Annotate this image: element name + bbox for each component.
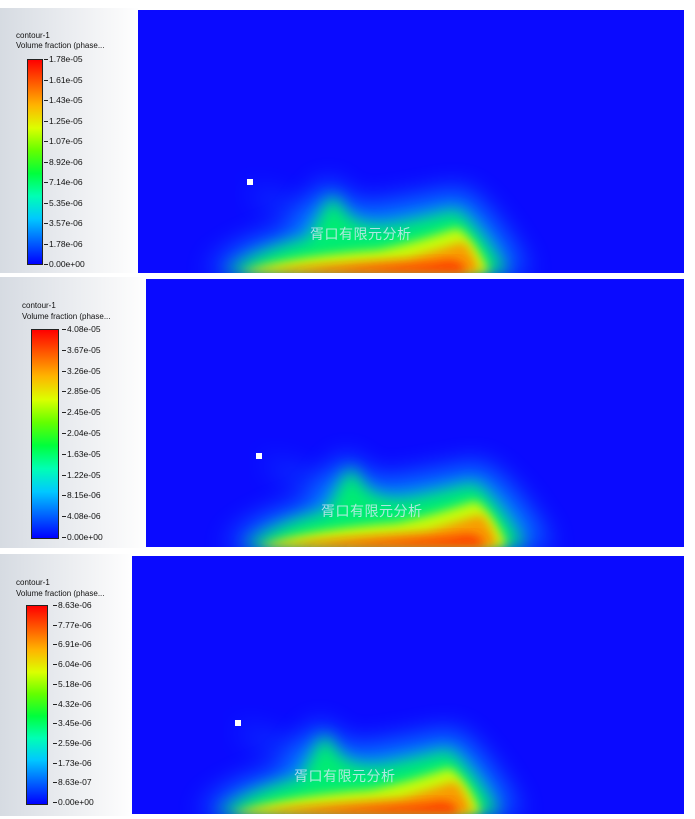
legend-area xyxy=(0,8,140,273)
colorbar-tick-label: 3.26e-05 xyxy=(62,365,101,376)
legend-variable: Volume fraction (phase... xyxy=(16,41,105,50)
watermark: 胥口有限元分析 xyxy=(321,504,423,520)
colorbar-tick-label: 7.14e-06 xyxy=(44,177,83,187)
contour-name: contour-1 xyxy=(16,31,50,40)
contour-name: contour-1 xyxy=(22,301,56,310)
colorbar-tick-label: 8.63e-07 xyxy=(53,777,92,788)
volume-fraction-field xyxy=(226,457,551,547)
contour-plot[interactable]: 胥口有限元分析 xyxy=(146,279,684,547)
colorbar-tick-label: 7.77e-06 xyxy=(53,619,92,630)
contour-name: contour-1 xyxy=(16,578,50,587)
colorbar-tick-label: 8.15e-06 xyxy=(62,490,101,501)
colorbar-tick-label: 6.04e-06 xyxy=(53,659,92,670)
contour-plot[interactable]: 胥口有限元分析 xyxy=(138,10,684,273)
colorbar-tick-label: 1.63e-05 xyxy=(62,448,101,459)
colorbar xyxy=(27,59,43,265)
contour-panel-1: contour-1 Volume fraction (phase... 胥口有限… xyxy=(0,8,695,273)
colorbar-tick-label: 2.59e-06 xyxy=(53,737,92,748)
colorbar-tick-label: 1.43e-05 xyxy=(44,95,83,105)
contour-panel-3: contour-1 Volume fraction (phase... 胥口有限… xyxy=(0,554,695,816)
colorbar-tick-label: 1.78e-05 xyxy=(44,54,83,64)
colorbar-tick-label: 8.92e-06 xyxy=(44,156,83,167)
injection-point-marker xyxy=(256,453,262,459)
injection-point-marker xyxy=(235,720,241,726)
colorbar-tick-label: 1.73e-06 xyxy=(53,757,92,768)
colorbar-tick-label: 3.67e-05 xyxy=(62,344,101,355)
colorbar-tick-label: 0.00e+00 xyxy=(53,797,94,807)
colorbar-tick-label: 0.00e+00 xyxy=(44,259,85,269)
colorbar-tick-label: 6.91e-06 xyxy=(53,639,92,650)
colorbar-tick-label: 3.57e-06 xyxy=(44,218,83,228)
colorbar-tick-label: 2.04e-05 xyxy=(62,428,101,438)
colorbar-tick-label: 4.08e-05 xyxy=(62,324,101,334)
colorbar-tick-label: 5.18e-06 xyxy=(53,678,92,689)
colorbar-tick-label: 2.85e-05 xyxy=(62,386,101,397)
volume-fraction-field xyxy=(200,724,520,814)
colorbar-tick-label: 4.32e-06 xyxy=(53,698,92,709)
colorbar-tick-label: 5.35e-06 xyxy=(44,197,83,208)
colorbar-tick-label: 1.25e-05 xyxy=(44,115,83,126)
contour-panel-2: contour-1 Volume fraction (phase... 胥口有限… xyxy=(0,277,695,548)
colorbar-tick-label: 4.08e-06 xyxy=(62,511,101,522)
colorbar xyxy=(31,329,59,539)
colorbar xyxy=(26,605,48,805)
contour-plot[interactable]: 胥口有限元分析 xyxy=(132,556,684,814)
watermark: 胥口有限元分析 xyxy=(294,769,396,785)
legend-area xyxy=(0,554,134,816)
injection-point-marker xyxy=(247,179,253,185)
legend-variable: Volume fraction (phase... xyxy=(16,589,105,598)
colorbar-tick-label: 0.00e+00 xyxy=(62,532,103,542)
legend-variable: Volume fraction (phase... xyxy=(22,312,111,321)
legend-area xyxy=(0,277,148,548)
volume-fraction-field xyxy=(208,182,528,273)
colorbar-tick-label: 1.07e-05 xyxy=(44,136,83,146)
colorbar-tick-label: 2.45e-05 xyxy=(62,407,101,418)
colorbar-tick-label: 3.45e-06 xyxy=(53,718,92,729)
colorbar-tick-label: 1.61e-05 xyxy=(44,74,83,85)
watermark: 胥口有限元分析 xyxy=(310,227,412,243)
colorbar-tick-label: 1.22e-05 xyxy=(62,469,101,480)
colorbar-tick-label: 1.78e-06 xyxy=(44,238,83,249)
colorbar-tick-label: 8.63e-06 xyxy=(53,600,92,610)
